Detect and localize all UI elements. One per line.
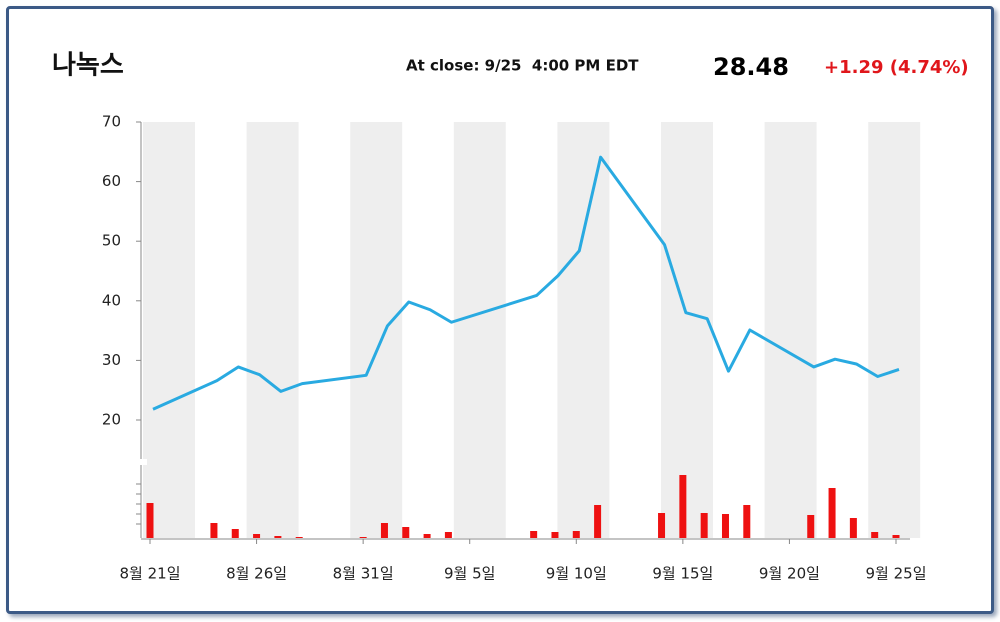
x-tick-label: 8월 21일: [120, 565, 181, 583]
volume-bar: [743, 505, 751, 538]
x-tick-label: 8월 31일: [333, 565, 394, 583]
volume-bar: [402, 527, 410, 538]
volume-bar: [572, 531, 580, 538]
x-tick-label: 9월 5일: [444, 565, 495, 583]
week-band: [557, 122, 610, 538]
x-tick-label: 8월 26일: [226, 565, 287, 583]
x-tick-label: 9월 15일: [652, 565, 713, 583]
volume-bar: [444, 532, 452, 538]
x-tick-label: 9월 25일: [866, 565, 927, 583]
week-band: [661, 122, 713, 538]
volume-bar: [530, 531, 538, 538]
x-tick-label: 9월 20일: [759, 565, 820, 583]
week-band: [764, 122, 817, 538]
volume-bar: [380, 523, 388, 538]
x-tick-label: 9월 10일: [546, 565, 607, 583]
volume-bar: [892, 535, 900, 538]
volume-bar: [594, 505, 602, 538]
volume-bar: [679, 475, 687, 538]
volume-bar: [231, 529, 239, 538]
week-band: [246, 122, 299, 538]
week-band: [350, 122, 403, 538]
y-tick-label: 30: [102, 351, 121, 369]
week-band: [453, 122, 506, 538]
volume-bar: [423, 534, 431, 538]
volume-bar: [551, 532, 559, 538]
volume-bar: [721, 514, 729, 538]
volume-bar: [658, 513, 666, 538]
week-band: [143, 122, 195, 538]
week-band: [868, 122, 921, 538]
price: 28.48: [713, 53, 789, 81]
volume-bar: [274, 536, 282, 538]
y-tick-label: 70: [102, 113, 121, 131]
volume-bar: [295, 537, 303, 538]
volume-bar: [146, 503, 154, 538]
y-tick-label: 40: [102, 291, 121, 309]
volume-bar: [210, 523, 218, 538]
close-time: At close: 9/25 4:00 PM EDT: [406, 57, 639, 75]
volume-bar: [828, 488, 836, 538]
volume-bar: [807, 515, 815, 538]
price-line: [152, 155, 900, 411]
volume-bar: [849, 518, 857, 538]
change: +1.29 (4.74%): [824, 57, 969, 78]
volume-bar: [871, 532, 879, 538]
y-tick-label: 50: [102, 232, 121, 250]
volume-bar: [700, 513, 708, 538]
volume-bar: [253, 534, 261, 538]
y-tick-label: 20: [102, 411, 121, 429]
volume-bar: [359, 537, 367, 538]
stock-name: 나녹스: [52, 51, 124, 81]
y-tick-label: 60: [102, 172, 121, 190]
